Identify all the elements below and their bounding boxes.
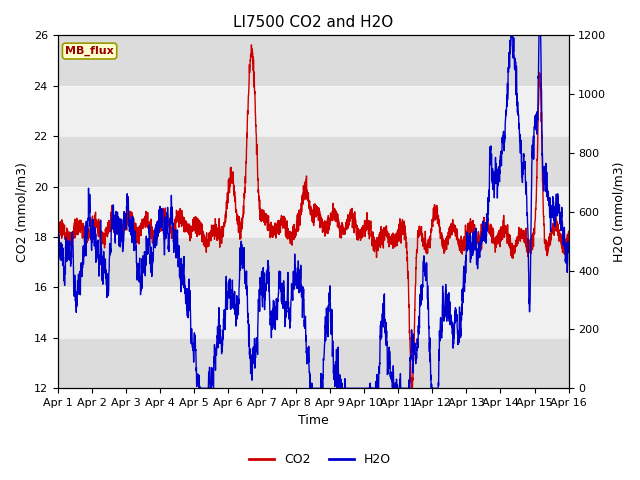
Legend: CO2, H2O: CO2, H2O [244, 448, 396, 471]
X-axis label: Time: Time [298, 414, 328, 427]
Bar [58, 237, 568, 288]
Y-axis label: CO2 (mmol/m3): CO2 (mmol/m3) [15, 162, 28, 262]
Y-axis label: H2O (mmol/m3): H2O (mmol/m3) [612, 162, 625, 262]
Bar [58, 338, 568, 388]
Text: MB_flux: MB_flux [65, 46, 114, 56]
Bar [58, 136, 568, 187]
Bar [58, 36, 568, 86]
Title: LI7500 CO2 and H2O: LI7500 CO2 and H2O [233, 15, 393, 30]
